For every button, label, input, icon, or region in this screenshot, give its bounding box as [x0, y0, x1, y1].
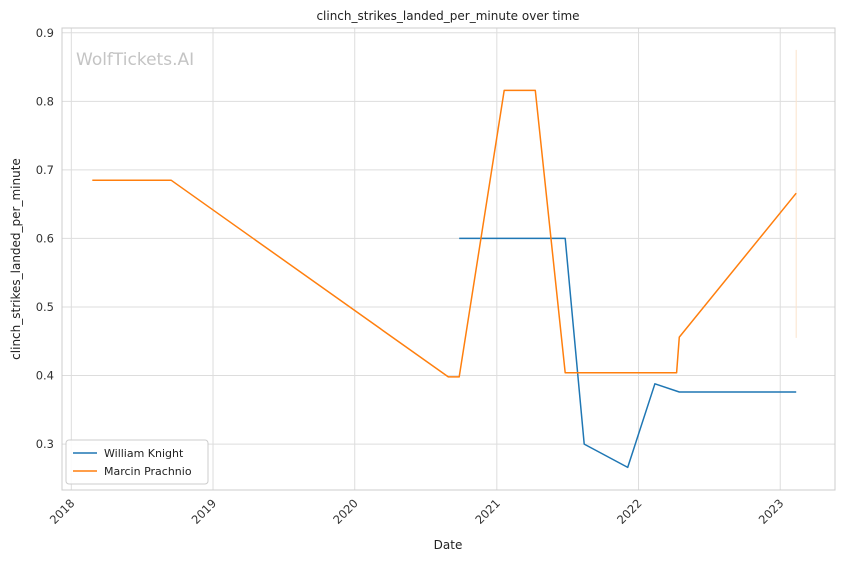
x-ticks: 2018 2019 2020 2021 2022 2023: [47, 496, 787, 527]
x-axis-label: Date: [434, 538, 463, 552]
legend-box: [65, 439, 209, 485]
y-tick-label: 0.4: [36, 369, 54, 383]
legend-label-william-knight: William Knight: [104, 447, 184, 460]
y-tick-label: 0.9: [36, 26, 54, 40]
x-tick-label: 2022: [614, 496, 645, 527]
watermark: WolfTickets.AI: [76, 50, 194, 70]
y-tick-label: 0.5: [36, 300, 54, 314]
x-tick-label: 2019: [189, 496, 220, 527]
x-tick-label: 2018: [47, 496, 78, 527]
series-layer: [92, 89, 797, 469]
y-ticks: 0.3 0.4 0.5 0.6 0.7 0.8 0.9: [36, 26, 54, 451]
y-tick-label: 0.3: [36, 437, 54, 451]
legend: William Knight Marcin Prachnio: [65, 439, 209, 485]
y-tick-label: 0.6: [36, 231, 54, 245]
chart-title: clinch_strikes_landed_per_minute over ti…: [316, 9, 579, 23]
y-axis-label: clinch_strikes_landed_per_minute: [9, 158, 23, 360]
series-line-william-knight: [459, 237, 797, 469]
x-tick-label: 2023: [756, 496, 787, 527]
x-tick-label: 2021: [472, 496, 503, 527]
y-tick-label: 0.7: [36, 163, 54, 177]
x-tick-label: 2020: [330, 496, 361, 527]
legend-label-marcin-prachnio: Marcin Prachnio: [104, 465, 192, 478]
series-line-marcin-prachnio: [92, 89, 797, 378]
grid: [62, 28, 835, 490]
plot-frame: [61, 27, 836, 491]
y-tick-label: 0.8: [36, 94, 54, 108]
